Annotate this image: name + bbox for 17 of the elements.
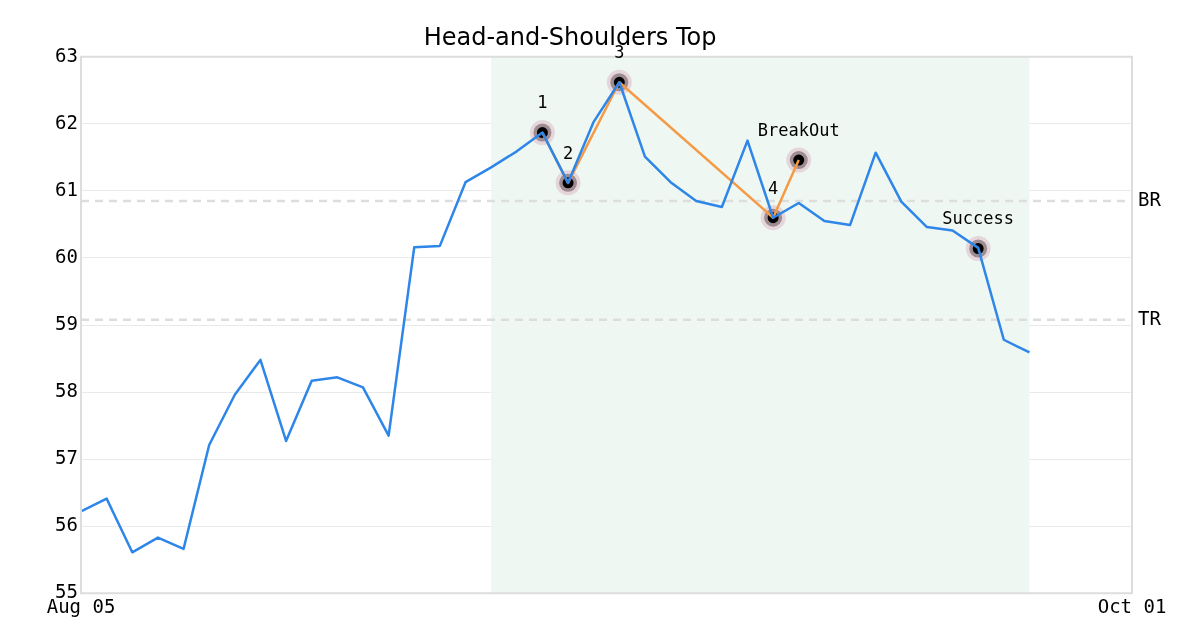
- annotation: 2: [562, 142, 574, 163]
- data-label: Success: [942, 208, 1015, 229]
- data-label: BreakOut: [757, 119, 840, 140]
- annotation: 4: [768, 177, 779, 198]
- y-tick-label: 58: [55, 378, 78, 401]
- x-tick-label: Oct 01: [1097, 594, 1167, 617]
- y-tick-label: 60: [55, 244, 78, 267]
- y-tick-label: 62: [55, 110, 78, 133]
- y-tick-label: 56: [55, 513, 78, 536]
- y-tick-label: 63: [55, 43, 78, 66]
- y-tick-label: 61: [55, 177, 78, 200]
- annotation: 1: [537, 92, 548, 113]
- point: [786, 147, 812, 173]
- y-tick-label: 59: [55, 311, 78, 334]
- ref-line-label: BR: [1138, 187, 1162, 210]
- ref-line-label: TR: [1138, 306, 1162, 329]
- y-tick-label: 57: [55, 446, 78, 469]
